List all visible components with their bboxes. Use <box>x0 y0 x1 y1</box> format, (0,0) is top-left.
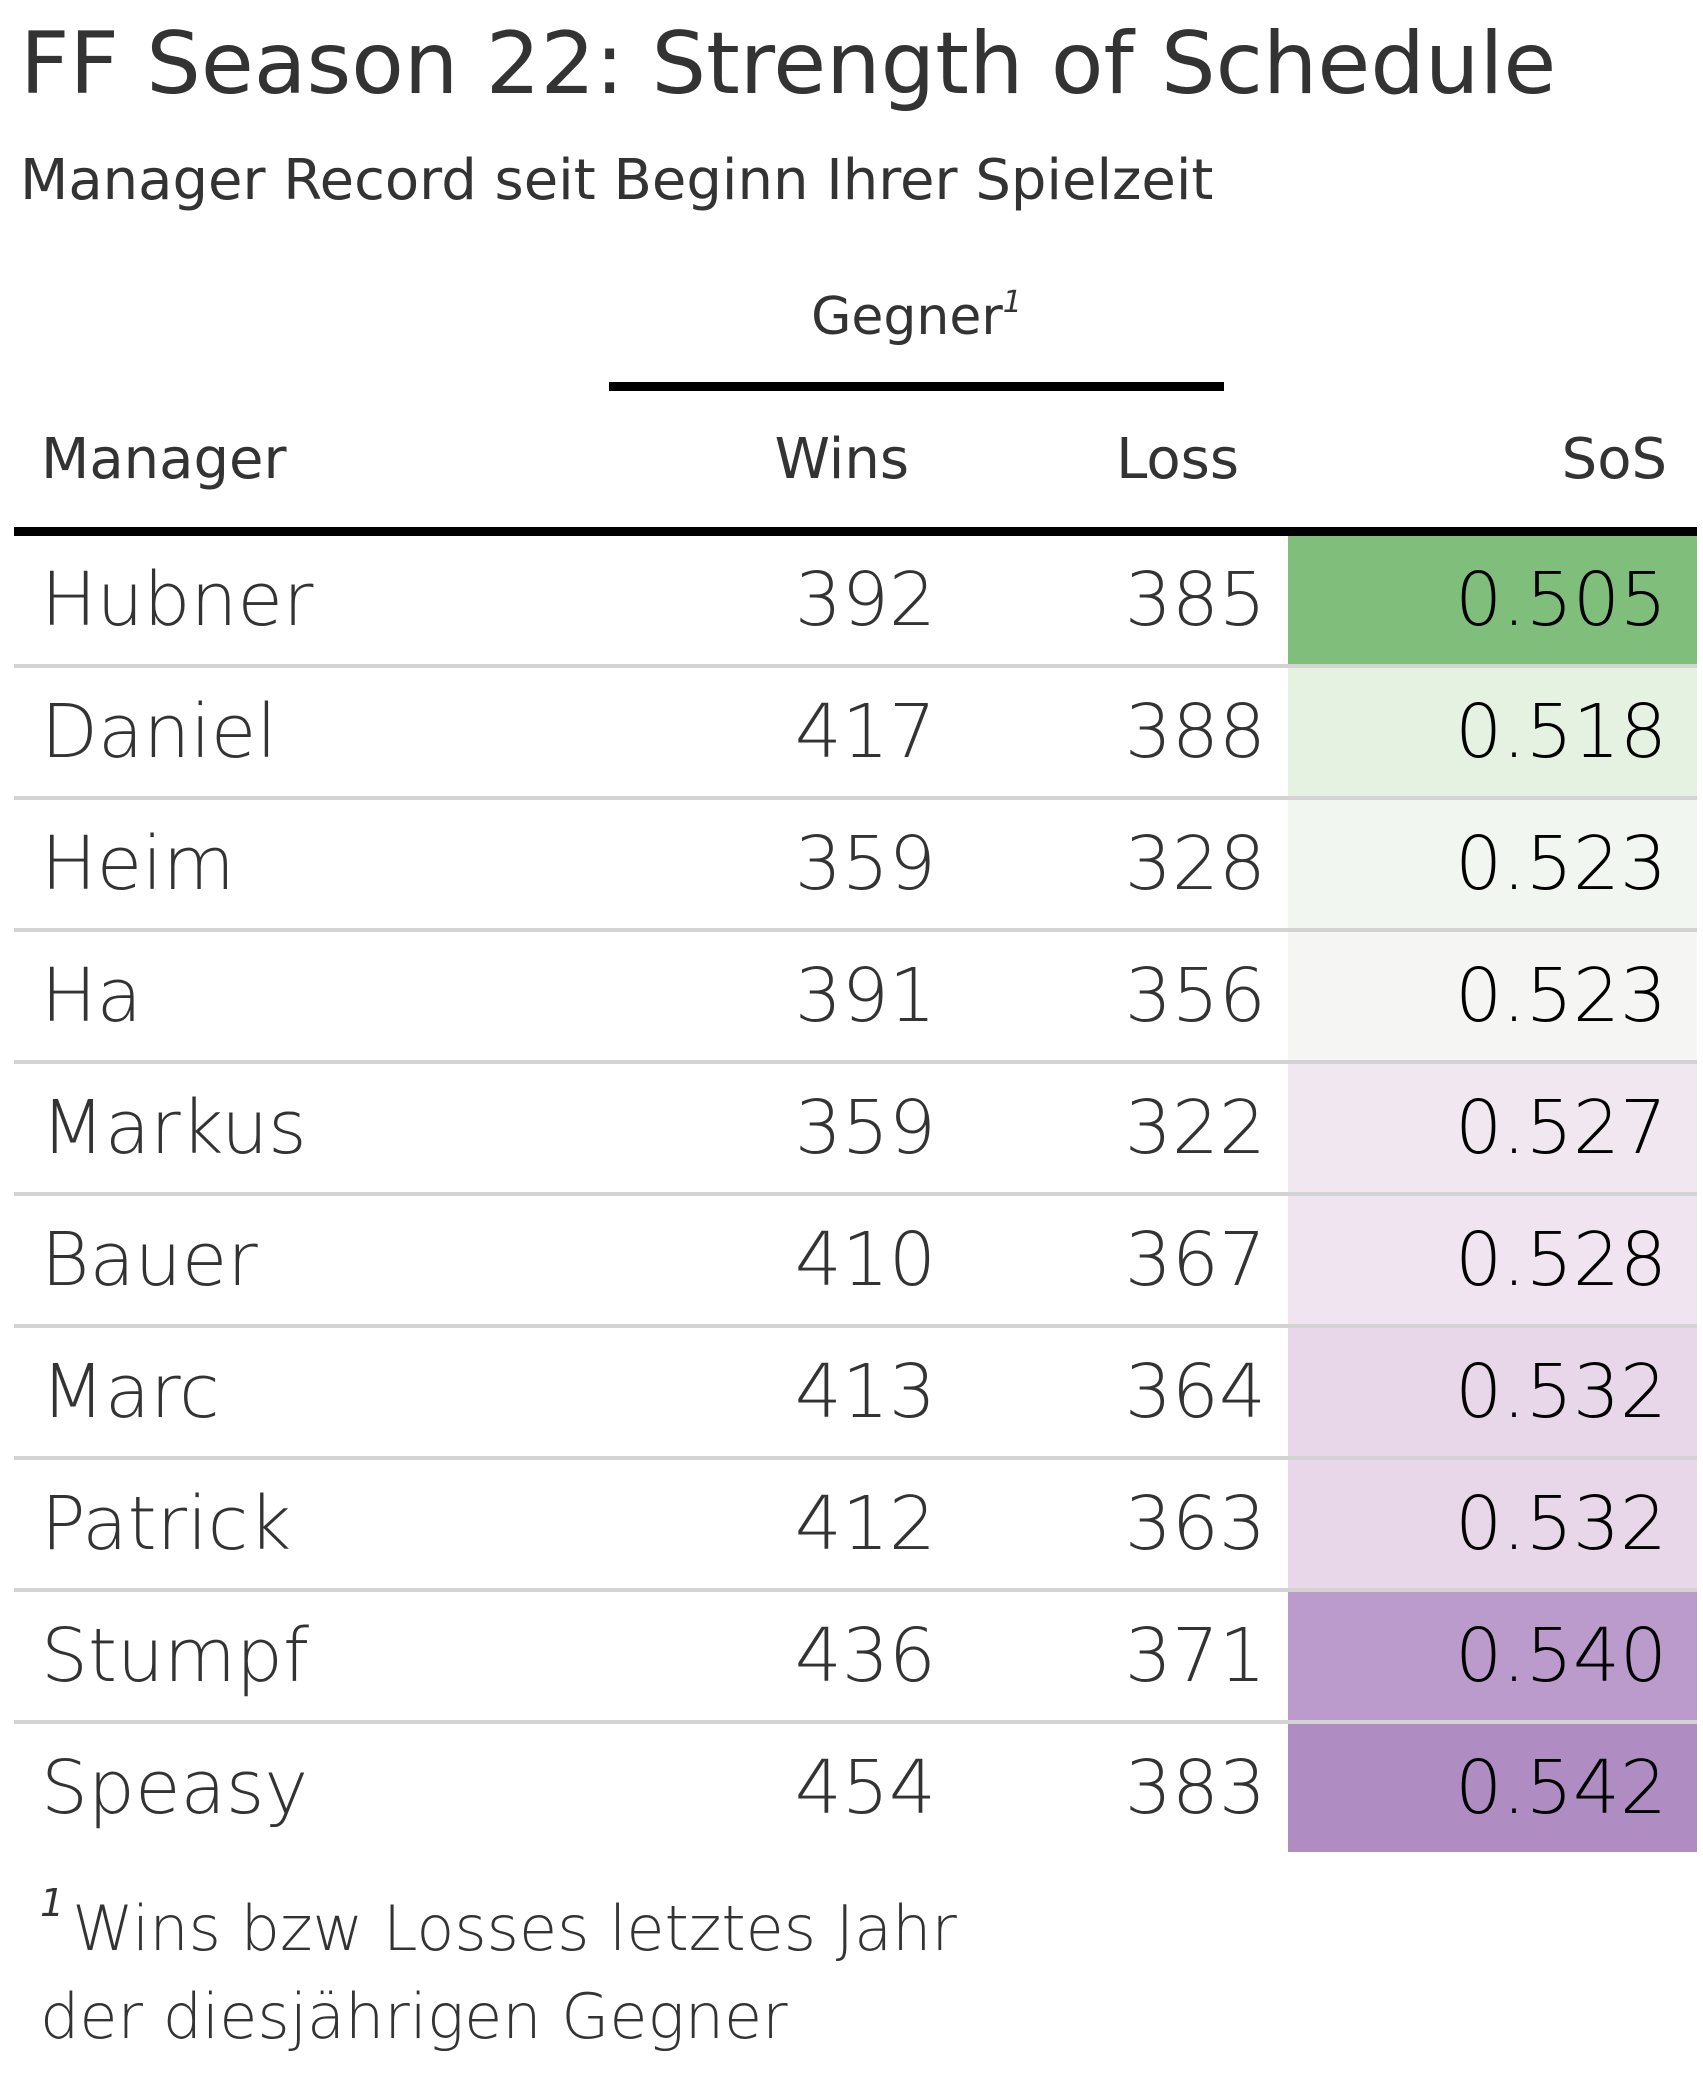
cell-sos: 0.527 <box>1288 1062 1697 1196</box>
cell-loss: 383 <box>1124 1745 1266 1831</box>
footnote-text-1: Wins bzw Losses letztes Jahr <box>72 1892 957 1965</box>
cell-wins: 359 <box>636 798 936 932</box>
sos-table-body: Hubner 392 385 0.505 Daniel 417 388 0.518 Heim 35… <box>14 536 1697 1852</box>
cell-spacer <box>1266 1062 1288 1196</box>
cell-spacer <box>1266 1326 1288 1460</box>
cell-wins: 436 <box>636 1590 936 1724</box>
table-row: Hubner 392 385 0.505 <box>14 536 1697 668</box>
table-row: Marc 413 364 0.532 <box>14 1326 1697 1460</box>
cell-wins: 391 <box>636 930 936 1064</box>
cell-manager: Hubner <box>14 536 636 668</box>
cell-wins: 392 <box>636 536 936 668</box>
cell-spacer <box>1266 1590 1288 1724</box>
table-row: Speasy 454 383 0.542 <box>14 1722 1697 1852</box>
cell-manager: Markus <box>14 1062 636 1196</box>
cell-manager: Stumpf <box>14 1590 636 1724</box>
cell-sos: 0.532 <box>1288 1458 1697 1592</box>
cell-manager: Ha <box>14 930 636 1064</box>
gegner-footnote-mark: 1 <box>1002 285 1022 320</box>
table-row: Markus 359 322 0.527 <box>14 1062 1697 1196</box>
cell-loss: 356 <box>936 930 1266 1064</box>
cell-sos: 0.528 <box>1288 1194 1697 1328</box>
cell-spacer <box>1266 1458 1288 1592</box>
table-row: Ha 391 356 0.523 <box>14 930 1697 1064</box>
column-header-manager: Manager <box>41 427 287 492</box>
cell-loss: 363 <box>936 1458 1266 1592</box>
cell-sos: 0.518 <box>1288 666 1697 800</box>
cell-manager: Patrick <box>14 1458 636 1592</box>
cell-sos: 0.523 <box>1288 930 1697 1064</box>
cell-loss: 388 <box>936 666 1266 800</box>
column-header-sos: SoS <box>1561 427 1667 492</box>
cell-spacer <box>1266 536 1288 668</box>
cell-wins: 359 <box>636 1062 936 1196</box>
cell-loss: 322 <box>936 1062 1266 1196</box>
sos-table: Hubner 392 385 0.505 Daniel 417 388 0.518 Heim 35… <box>14 536 1697 1852</box>
chart-title: FF Season 22: Strength of Schedule <box>20 14 1557 114</box>
cell-sos: 0.523 <box>1288 798 1697 932</box>
table-row: Patrick 412 363 0.532 <box>14 1458 1697 1592</box>
cell-sos: 0.505 <box>1288 536 1697 668</box>
cell-wins: 412 <box>636 1458 936 1592</box>
column-header-wins: Wins <box>774 427 909 492</box>
cell-manager: Heim <box>14 798 636 932</box>
table-row: Stumpf 436 371 0.540 <box>14 1590 1697 1724</box>
cell-spacer <box>1266 930 1288 1064</box>
column-header-loss: Loss <box>1116 427 1239 492</box>
table-row: Heim 359 328 0.523 <box>14 798 1697 932</box>
gegner-spanner-label: Gegner1 <box>609 282 1224 352</box>
cell-manager: Daniel <box>14 666 636 800</box>
cell-loss: 371 <box>936 1590 1266 1724</box>
cell-manager: Speasy <box>41 1745 309 1831</box>
table-row: Daniel 417 388 0.518 <box>14 666 1697 800</box>
cell-spacer <box>1266 1194 1288 1328</box>
table-row: Bauer 410 367 0.528 <box>14 1194 1697 1328</box>
cell-spacer <box>1266 798 1288 932</box>
cell-sos: 0.542 <box>1288 1722 1697 1852</box>
cell-manager: Bauer <box>14 1194 636 1328</box>
cell-sos: 0.532 <box>1288 1326 1697 1460</box>
cell-loss: 385 <box>936 536 1266 668</box>
cell-sos: 0.540 <box>1288 1590 1697 1724</box>
cell-loss: 328 <box>936 798 1266 932</box>
footnote-line-1: 1 Wins bzw Losses letztes Jahr <box>40 1884 957 1973</box>
footnote-mark: 1 <box>40 1881 65 1925</box>
cell-spacer <box>1266 666 1288 800</box>
cell-loss: 367 <box>936 1194 1266 1328</box>
cell-loss: 364 <box>936 1326 1266 1460</box>
cell-wins: 454 <box>794 1745 936 1831</box>
cell-wins: 410 <box>636 1194 936 1328</box>
header-rule <box>14 527 1697 536</box>
cell-spacer <box>1266 1722 1288 1852</box>
gegner-spanner-line <box>609 382 1224 391</box>
chart-subtitle: Manager Record seit Beginn Ihrer Spielze… <box>20 148 1214 213</box>
cell-wins: 413 <box>636 1326 936 1460</box>
cell-wins: 417 <box>636 666 936 800</box>
footnote-line-2: der diesjährigen Gegner <box>40 1980 788 2053</box>
cell-manager: Marc <box>14 1326 636 1460</box>
gegner-spanner-text: Gegner <box>811 287 1003 347</box>
footnote: 1 Wins bzw Losses letztes Jahr der diesjä… <box>40 1884 957 2061</box>
